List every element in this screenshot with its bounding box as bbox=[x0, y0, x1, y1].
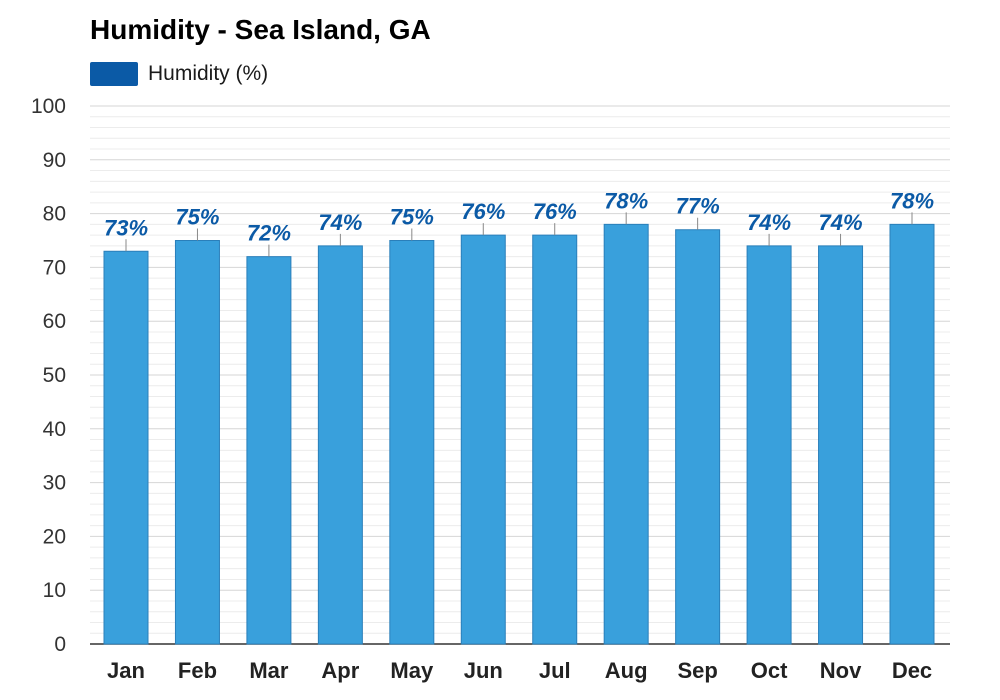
data-label-may: 75% bbox=[390, 205, 434, 230]
x-tick-label-feb: Feb bbox=[178, 658, 217, 683]
data-label-aug: 78% bbox=[604, 188, 648, 213]
bar-mar bbox=[246, 256, 292, 645]
y-tick-label: 70 bbox=[43, 256, 66, 279]
bar-nov bbox=[818, 245, 864, 645]
x-tick-label-nov: Nov bbox=[820, 658, 862, 683]
x-tick-label-jan: Jan bbox=[107, 658, 145, 683]
y-tick-label: 20 bbox=[43, 525, 66, 548]
data-label-dec: 78% bbox=[890, 188, 934, 213]
y-tick-label: 50 bbox=[43, 364, 66, 387]
y-tick-label: 60 bbox=[43, 310, 66, 333]
bar-may bbox=[389, 240, 435, 645]
data-label-jan: 73% bbox=[104, 215, 148, 240]
x-tick-label-sep: Sep bbox=[677, 658, 717, 683]
data-label-nov: 74% bbox=[819, 210, 863, 235]
bar-sep bbox=[675, 229, 721, 645]
data-label-apr: 74% bbox=[318, 210, 362, 235]
legend-swatch bbox=[90, 62, 138, 86]
data-label-jul: 76% bbox=[533, 199, 577, 224]
y-tick-label: 40 bbox=[43, 418, 66, 441]
y-tick-label: 80 bbox=[43, 203, 66, 226]
x-tick-label-dec: Dec bbox=[892, 658, 932, 683]
y-tick-label: 10 bbox=[43, 579, 66, 602]
x-tick-label-jul: Jul bbox=[539, 658, 571, 683]
legend: Humidity (%) bbox=[90, 62, 268, 86]
data-label-jun: 76% bbox=[461, 199, 505, 224]
bar-apr bbox=[317, 245, 363, 645]
bar-aug bbox=[603, 223, 649, 645]
x-tick-label-oct: Oct bbox=[751, 658, 788, 683]
data-label-oct: 74% bbox=[747, 210, 791, 235]
y-tick-label: 0 bbox=[54, 633, 66, 656]
chart-title: Humidity - Sea Island, GA bbox=[90, 14, 431, 45]
bar-feb bbox=[174, 240, 220, 645]
bar-jan bbox=[103, 250, 149, 645]
x-tick-label-aug: Aug bbox=[605, 658, 648, 683]
bar-dec bbox=[889, 223, 935, 645]
x-tick-label-mar: Mar bbox=[249, 658, 289, 683]
bar-oct bbox=[746, 245, 792, 645]
data-label-mar: 72% bbox=[247, 221, 291, 246]
x-tick-label-may: May bbox=[390, 658, 434, 683]
legend-label: Humidity (%) bbox=[148, 62, 269, 85]
data-label-sep: 77% bbox=[676, 194, 720, 219]
bar-jun bbox=[460, 234, 506, 645]
x-tick-label-jun: Jun bbox=[464, 658, 503, 683]
y-tick-label: 90 bbox=[43, 149, 66, 172]
y-tick-label: 100 bbox=[31, 95, 66, 118]
data-label-feb: 75% bbox=[175, 205, 219, 230]
bar-jul bbox=[532, 234, 578, 645]
x-tick-label-apr: Apr bbox=[321, 658, 359, 683]
y-tick-label: 30 bbox=[43, 472, 66, 495]
